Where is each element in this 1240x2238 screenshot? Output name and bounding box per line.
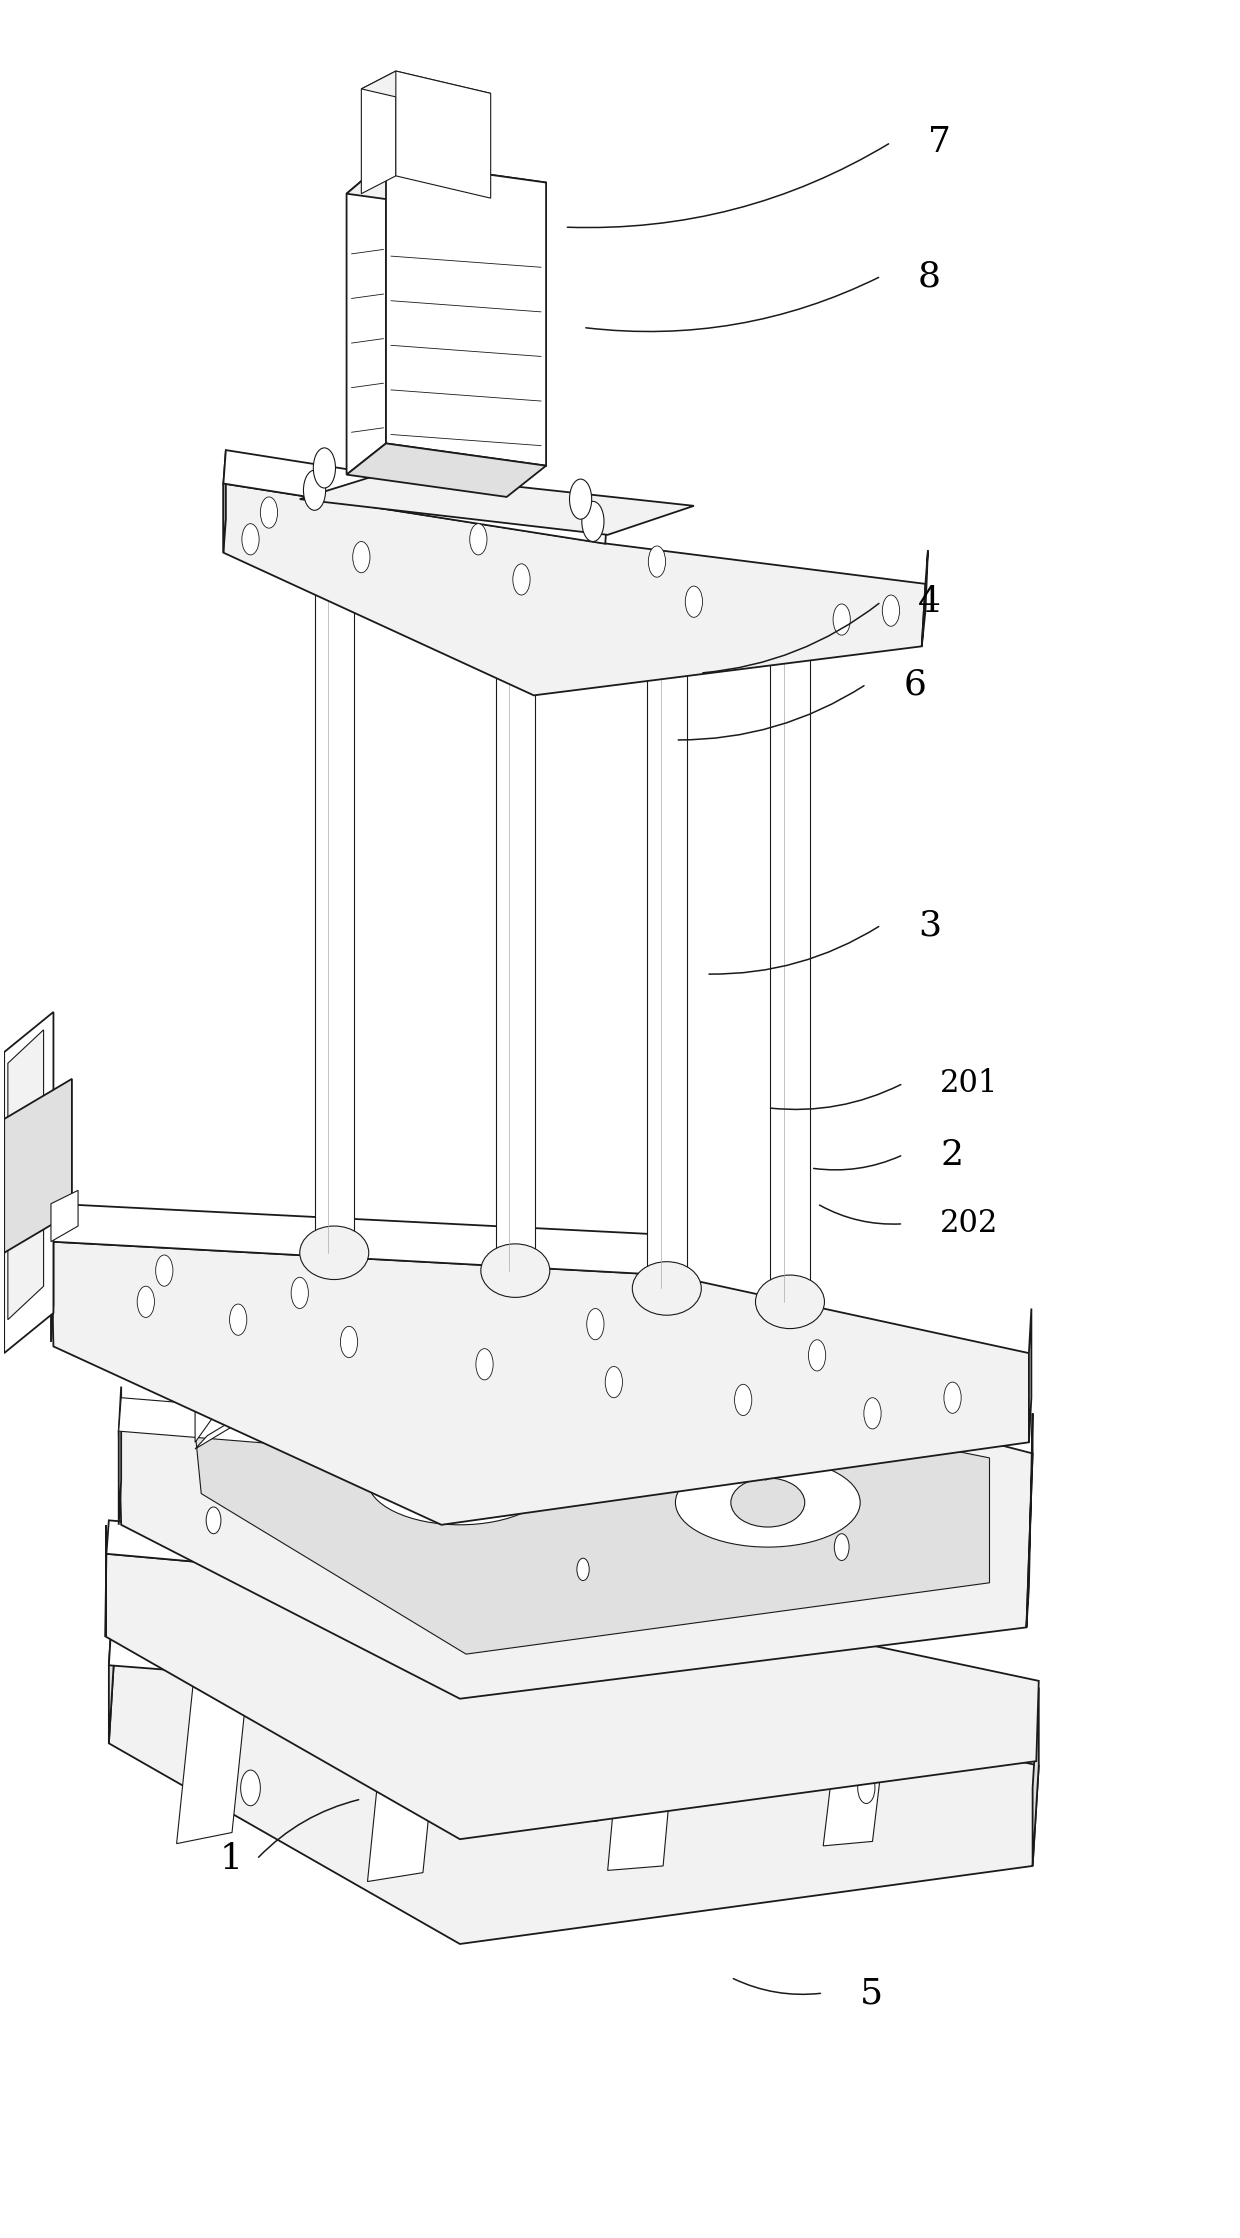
- Polygon shape: [346, 161, 546, 217]
- Polygon shape: [823, 1739, 885, 1846]
- Polygon shape: [367, 1690, 441, 1882]
- Circle shape: [314, 448, 336, 488]
- Ellipse shape: [300, 1226, 368, 1280]
- Polygon shape: [396, 72, 491, 199]
- Text: 4: 4: [918, 584, 941, 618]
- Polygon shape: [7, 1029, 43, 1320]
- Polygon shape: [119, 1399, 670, 1475]
- Polygon shape: [4, 1079, 72, 1253]
- Polygon shape: [195, 1347, 211, 1441]
- Polygon shape: [176, 1654, 250, 1844]
- Circle shape: [582, 501, 604, 542]
- Polygon shape: [770, 638, 810, 1303]
- Polygon shape: [223, 450, 226, 553]
- Circle shape: [587, 1309, 604, 1341]
- Polygon shape: [496, 606, 534, 1271]
- Polygon shape: [361, 72, 396, 195]
- Polygon shape: [51, 1242, 1029, 1524]
- Circle shape: [241, 1770, 260, 1806]
- Ellipse shape: [642, 606, 692, 642]
- Circle shape: [833, 604, 851, 636]
- Circle shape: [138, 1287, 155, 1318]
- Polygon shape: [608, 1690, 680, 1871]
- Ellipse shape: [632, 1262, 702, 1316]
- Ellipse shape: [730, 1477, 805, 1526]
- Circle shape: [808, 1341, 826, 1372]
- Ellipse shape: [310, 562, 358, 598]
- Polygon shape: [119, 1365, 1033, 1699]
- Polygon shape: [1027, 1414, 1033, 1627]
- Polygon shape: [1029, 1309, 1032, 1441]
- Ellipse shape: [481, 1244, 549, 1298]
- Circle shape: [260, 497, 278, 528]
- Circle shape: [206, 1506, 221, 1533]
- Polygon shape: [765, 1448, 815, 1479]
- Polygon shape: [195, 1414, 244, 1448]
- Polygon shape: [109, 1643, 1039, 1945]
- Circle shape: [229, 1305, 247, 1336]
- Polygon shape: [921, 551, 928, 647]
- Circle shape: [944, 1383, 961, 1414]
- Circle shape: [577, 1558, 589, 1580]
- Text: 201: 201: [940, 1068, 998, 1099]
- Polygon shape: [51, 1204, 53, 1343]
- Polygon shape: [765, 1381, 780, 1470]
- Ellipse shape: [367, 1435, 552, 1524]
- Polygon shape: [51, 1191, 78, 1242]
- Polygon shape: [346, 161, 386, 474]
- Circle shape: [605, 1367, 622, 1399]
- Text: 5: 5: [861, 1976, 883, 2010]
- Circle shape: [883, 595, 899, 627]
- Circle shape: [156, 1256, 172, 1287]
- Polygon shape: [107, 1520, 682, 1605]
- Circle shape: [513, 564, 529, 595]
- Polygon shape: [346, 443, 546, 497]
- Text: 6: 6: [903, 667, 926, 700]
- Text: 7: 7: [928, 125, 951, 159]
- Circle shape: [734, 1385, 751, 1417]
- Circle shape: [470, 524, 487, 555]
- Circle shape: [686, 586, 703, 618]
- Text: 1: 1: [219, 1842, 243, 1875]
- Polygon shape: [51, 1204, 670, 1276]
- Circle shape: [585, 1786, 605, 1822]
- Polygon shape: [109, 1564, 688, 1710]
- Polygon shape: [223, 483, 925, 696]
- Polygon shape: [1033, 1687, 1039, 1866]
- Circle shape: [858, 1772, 875, 1804]
- Circle shape: [242, 524, 259, 555]
- Text: 202: 202: [940, 1209, 998, 1240]
- Ellipse shape: [491, 589, 539, 624]
- Polygon shape: [4, 1012, 53, 1354]
- Ellipse shape: [676, 1457, 861, 1546]
- Text: 8: 8: [918, 260, 941, 293]
- Circle shape: [864, 1399, 882, 1428]
- Polygon shape: [300, 472, 694, 535]
- Text: 2: 2: [940, 1137, 963, 1173]
- Circle shape: [835, 1533, 849, 1560]
- Polygon shape: [386, 161, 546, 466]
- Ellipse shape: [765, 620, 815, 656]
- Ellipse shape: [755, 1276, 825, 1329]
- Circle shape: [476, 1350, 494, 1381]
- Polygon shape: [315, 580, 353, 1253]
- Polygon shape: [223, 450, 608, 544]
- Circle shape: [341, 1327, 357, 1358]
- Polygon shape: [647, 624, 687, 1289]
- Polygon shape: [105, 1553, 1039, 1840]
- Circle shape: [291, 1278, 309, 1309]
- Circle shape: [304, 470, 326, 510]
- Circle shape: [352, 542, 370, 573]
- Polygon shape: [119, 1388, 122, 1524]
- Text: 3: 3: [918, 909, 941, 942]
- Polygon shape: [195, 1392, 990, 1654]
- Ellipse shape: [423, 1455, 497, 1504]
- Circle shape: [649, 546, 666, 577]
- Polygon shape: [109, 1564, 115, 1743]
- Circle shape: [569, 479, 591, 519]
- Polygon shape: [361, 72, 491, 112]
